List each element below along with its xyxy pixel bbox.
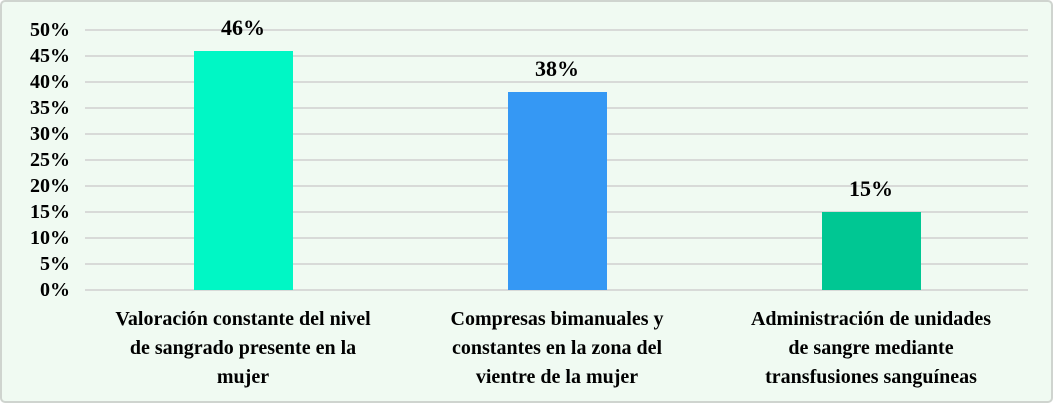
y-tick-label: 45%	[30, 45, 70, 67]
y-tick-label: 20%	[30, 175, 70, 197]
bar-value-label: 38%	[535, 56, 579, 82]
y-tick-label: 40%	[30, 71, 70, 93]
y-tick-label: 0%	[40, 279, 70, 301]
bar-value-label: 15%	[849, 176, 893, 201]
x-category-label: Compresas bimanuales y constantes en la …	[450, 308, 664, 388]
gridline-50%	[85, 29, 1028, 31]
y-tick-label: 50%	[30, 19, 70, 41]
y-tick-label: 30%	[30, 123, 70, 145]
y-tick-label: 25%	[30, 149, 70, 171]
gridline-45%	[85, 55, 1028, 57]
bar-1	[193, 50, 293, 290]
y-tick-label: 35%	[30, 97, 70, 119]
gridline-40%	[85, 81, 1028, 83]
y-tick-label: 5%	[40, 253, 70, 275]
x-category-label: Administración de unidades de sangre med…	[750, 308, 992, 388]
x-category-label: Valoración constante del nivel de sangra…	[115, 308, 371, 388]
bar-2	[507, 92, 607, 290]
bar-3	[821, 212, 921, 290]
gridline-0%	[85, 289, 1028, 291]
bar-value-label: 46%	[221, 14, 265, 40]
y-tick-label: 15%	[30, 201, 70, 223]
y-tick-label: 10%	[30, 227, 70, 249]
